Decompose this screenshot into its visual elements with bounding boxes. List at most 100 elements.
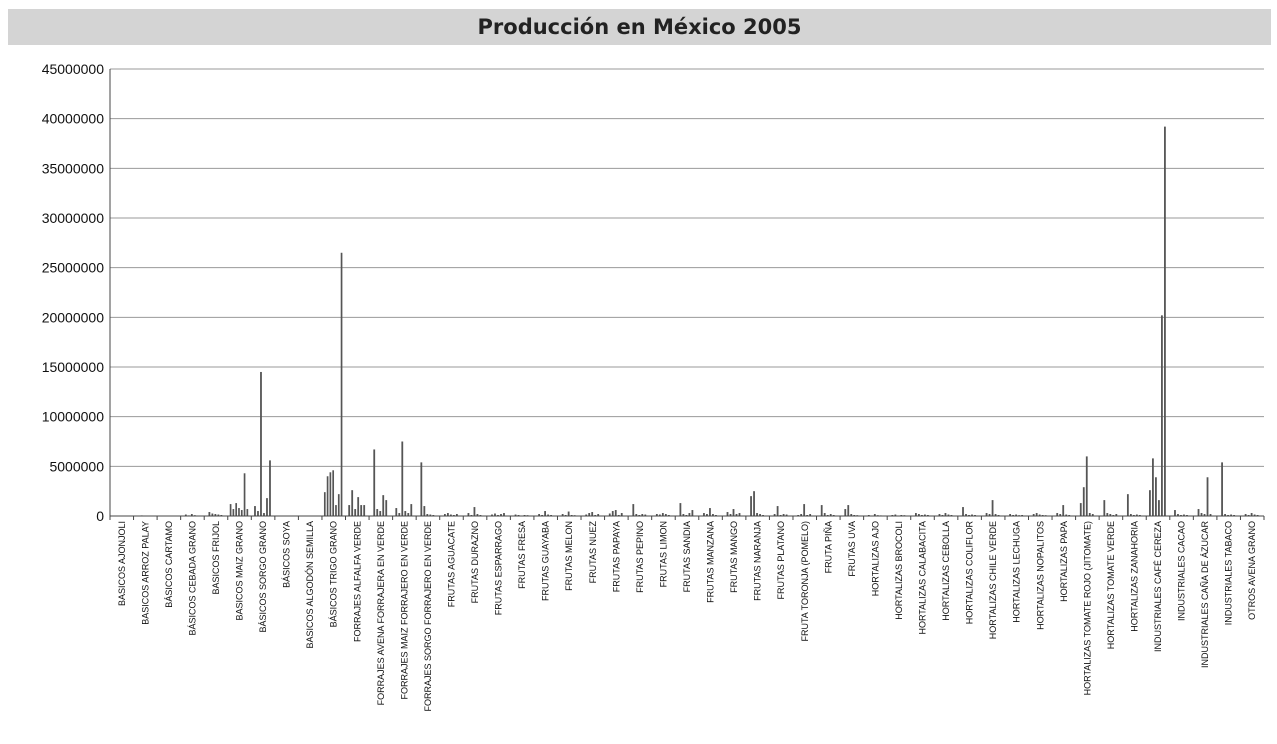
x-tick-label: INDUSTRIALES CAÑA DE ÁZUCAR — [1200, 521, 1210, 669]
bar — [635, 514, 638, 516]
x-tick-label: FRUTAS ESPARRAGO — [494, 521, 504, 615]
bar — [614, 510, 617, 516]
bar — [351, 490, 354, 516]
bar — [254, 506, 256, 516]
x-tick-label: FRUTAS DURAZNO — [470, 521, 480, 603]
bar — [1109, 514, 1112, 516]
bar — [491, 514, 493, 516]
bar — [691, 510, 694, 516]
bar — [340, 252, 343, 516]
bar — [918, 514, 920, 516]
bar — [538, 514, 540, 516]
bar — [473, 507, 476, 516]
bar — [190, 514, 193, 516]
bar — [597, 514, 600, 516]
bar — [1206, 477, 1209, 516]
chart-title: Producción en México 2005 — [477, 15, 802, 39]
x-tick-label: BASICOS AJONJOLI — [117, 521, 127, 606]
bar — [1038, 514, 1041, 516]
bar — [326, 476, 329, 516]
bar — [809, 514, 812, 516]
bar — [759, 514, 761, 516]
x-tick-label: HORTALIZAS NOPALITOS — [1035, 521, 1045, 630]
x-tick-label: FRUTAS NUEZ — [588, 521, 598, 584]
x-tick-label: BASICOS MAIZ GRANO — [235, 521, 245, 621]
x-tick-label: HORTALIZAS TOMATE ROJO (JITOMATE) — [1082, 521, 1092, 695]
bar — [567, 511, 570, 516]
bar — [426, 514, 429, 516]
x-tick-label: BÁSICOS TRIGO GRANO — [329, 521, 339, 627]
bar — [243, 473, 246, 516]
bar — [1106, 513, 1109, 516]
x-tick-label: BÁSICOS CEBADA GRANO — [187, 521, 197, 636]
x-tick-label: HORTALIZAS CEBOLLA — [941, 521, 951, 621]
bar — [1155, 477, 1157, 516]
bar — [1200, 513, 1203, 516]
bar — [407, 513, 410, 516]
bar — [329, 472, 332, 516]
bar — [994, 514, 997, 516]
bar — [1250, 513, 1253, 516]
x-tick-label: FRUTAS PAPAYA — [611, 521, 621, 592]
bar — [1158, 500, 1160, 516]
bar — [401, 441, 404, 516]
bar — [500, 514, 502, 516]
bar — [971, 514, 973, 516]
bar — [985, 513, 988, 516]
bar — [750, 496, 752, 516]
bar — [354, 509, 357, 516]
bar — [782, 514, 785, 516]
bar — [803, 504, 806, 516]
x-tick-label: HORTALIZAS ZANAHORIA — [1129, 521, 1139, 632]
bar — [229, 504, 232, 516]
bar — [266, 498, 268, 516]
bar — [1135, 514, 1138, 516]
bar — [991, 500, 994, 516]
x-tick-label: FRUTAS MANZANA — [706, 521, 716, 603]
bar — [357, 497, 360, 516]
x-tick-label: FRUTAS AGUACATE — [446, 521, 456, 607]
y-tick-label: 5000000 — [49, 458, 104, 474]
bar — [632, 504, 635, 516]
bar — [800, 514, 803, 516]
bar — [1224, 514, 1226, 516]
y-tick-label: 25000000 — [42, 260, 105, 276]
bar — [965, 514, 967, 516]
bar — [1230, 514, 1232, 516]
x-tick-label: FRUTA TORONJA (POMELO) — [800, 521, 810, 642]
x-tick-label: FRUTAS FRESA — [517, 521, 527, 589]
bar — [443, 514, 446, 516]
x-tick-label: FORRAJES SORGO FORRAJERO EN VERDE — [423, 521, 433, 712]
bar — [269, 460, 271, 516]
bar — [1088, 513, 1091, 516]
bar — [476, 514, 479, 516]
bar — [235, 503, 238, 516]
bar — [703, 513, 705, 516]
x-tick-label: FRUTAS LIMON — [658, 521, 668, 587]
bar — [732, 509, 735, 516]
y-tick-label: 35000000 — [42, 160, 105, 176]
bar — [915, 513, 917, 516]
bar — [455, 514, 458, 516]
x-tick-label: BASICOS ALGODÓN SEMILLA — [305, 521, 315, 649]
bar — [263, 513, 265, 516]
bar — [1203, 514, 1206, 516]
bar — [688, 513, 691, 516]
bar — [373, 449, 376, 516]
x-tick-label: HORTALIZAS LECHUGA — [1012, 521, 1022, 623]
y-tick-label: 0 — [96, 508, 104, 524]
bar — [823, 513, 826, 516]
x-tick-label: FRUTAS PEPINO — [635, 521, 645, 593]
bar — [240, 510, 243, 516]
bar — [1015, 514, 1018, 516]
x-tick-label: OTROS AVENA GRANO — [1247, 521, 1257, 620]
x-tick-label: FRUTA PIÑA — [823, 521, 833, 573]
bar — [776, 506, 779, 516]
bar — [423, 506, 426, 516]
bar — [591, 512, 594, 516]
x-tick-label: FRUTAS SANDIA — [682, 521, 692, 592]
bar — [1149, 490, 1151, 516]
bar — [679, 503, 682, 516]
bar — [1152, 458, 1154, 516]
bar — [894, 514, 897, 516]
